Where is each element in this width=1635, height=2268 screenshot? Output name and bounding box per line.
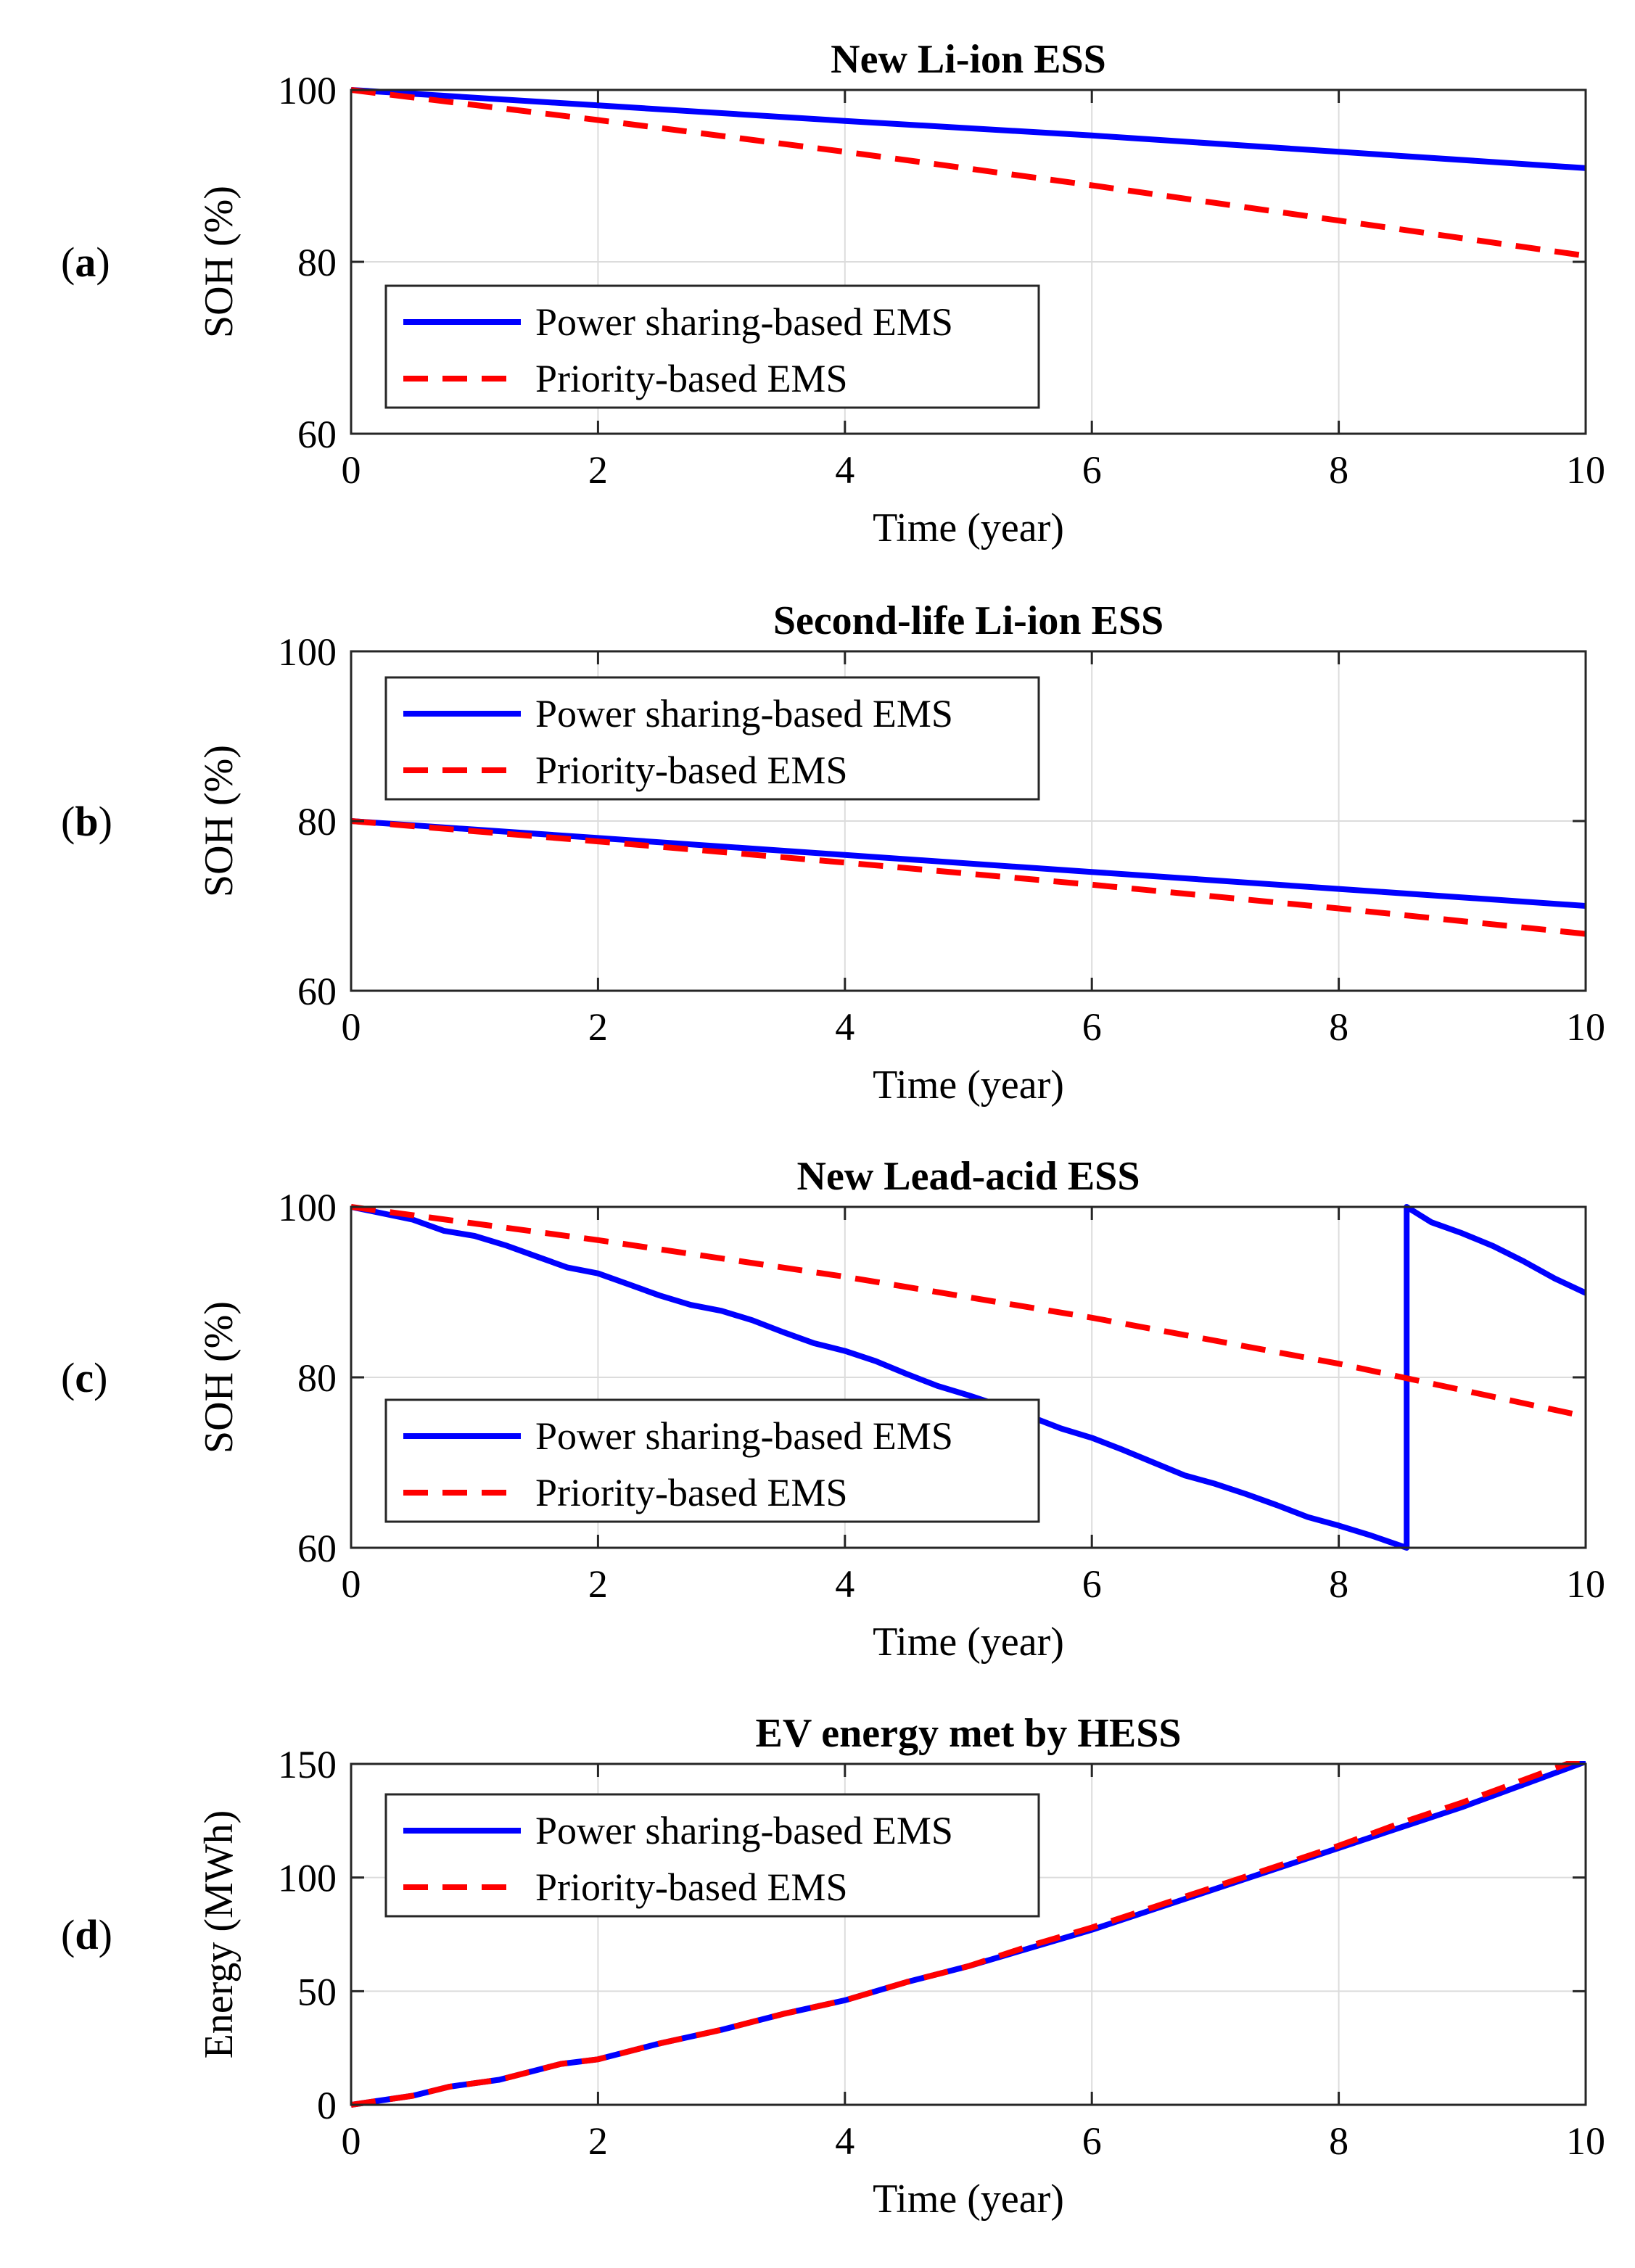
x-tick-label: 4 <box>835 448 854 492</box>
y-tick-label: 150 <box>278 1743 337 1786</box>
x-tick-label: 8 <box>1329 2119 1348 2163</box>
panel-letter: (d) <box>61 1911 112 1958</box>
legend-entry: Power sharing-based EMS <box>535 1414 953 1458</box>
x-tick-label: 8 <box>1329 448 1348 492</box>
x-tick-label: 4 <box>835 1562 854 1606</box>
legend: Power sharing-based EMS Priority-based EM… <box>384 1793 1040 1918</box>
legend-entry: Priority-based EMS <box>535 1865 847 1909</box>
chart-panel-b: 0 2 4 6 8 10 60 80 100 Second-life Li-ion ESS Time… <box>61 598 1605 1108</box>
legend-entry: Priority-based EMS <box>535 357 847 400</box>
x-tick-label: 10 <box>1566 1562 1605 1606</box>
x-tick-label: 8 <box>1329 1562 1348 1606</box>
x-tick-label: 6 <box>1082 1562 1102 1606</box>
series-line-priority <box>351 1204 1586 1419</box>
x-tick-label: 4 <box>835 1005 854 1049</box>
y-tick-label: 50 <box>297 1970 337 2013</box>
series-line-priority <box>351 87 1586 259</box>
panel-letter: (c) <box>61 1354 107 1401</box>
legend-entry: Power sharing-based EMS <box>535 300 953 344</box>
y-tick-label: 80 <box>297 1356 337 1400</box>
x-tick-label: 6 <box>1082 2119 1102 2163</box>
legend-entry: Power sharing-based EMS <box>535 1809 953 1852</box>
legend-box <box>384 284 1040 409</box>
x-tick-label: 10 <box>1566 2119 1605 2163</box>
y-tick-label: 80 <box>297 241 337 284</box>
x-tick-label: 2 <box>588 2119 608 2163</box>
x-tick-label: 6 <box>1082 1005 1102 1049</box>
series-line-power-sharing <box>351 818 1586 909</box>
legend-entry: Power sharing-based EMS <box>535 692 953 735</box>
x-tick-label: 2 <box>588 1005 608 1049</box>
x-tick-label: 4 <box>835 2119 854 2163</box>
x-tick-label: 0 <box>342 1562 361 1606</box>
x-axis-label: Time (year) <box>873 1620 1064 1665</box>
x-axis-label: Time (year) <box>873 1063 1064 1108</box>
y-axis-label: SOH (%) <box>197 1301 242 1453</box>
x-axis-label: Time (year) <box>873 506 1064 550</box>
x-tick-label: 2 <box>588 1562 608 1606</box>
legend: Power sharing-based EMS Priority-based EM… <box>384 284 1040 409</box>
x-tick-label: 2 <box>588 448 608 492</box>
x-tick-label: 0 <box>342 2119 361 2163</box>
chart-title: New Li-ion ESS <box>831 37 1106 82</box>
legend-box <box>384 1793 1040 1918</box>
panel-letter: (a) <box>61 239 110 286</box>
chart-panel-c: 0 2 4 6 8 10 60 80 100 New Lead-acid ESS Time (yea… <box>61 1154 1605 1665</box>
chart-panel-a: 0 2 4 6 8 10 60 80 100 New Li-ion ESS Time (year) S… <box>61 37 1605 550</box>
y-tick-label: 100 <box>278 1186 337 1229</box>
y-axis-label: SOH (%) <box>197 186 242 338</box>
x-tick-label: 0 <box>342 448 361 492</box>
y-tick-label: 60 <box>297 413 337 456</box>
y-tick-label: 100 <box>278 630 337 674</box>
y-tick-label: 60 <box>297 1527 337 1570</box>
legend-box <box>384 676 1040 801</box>
series-line-priority <box>351 818 1586 937</box>
legend-entry: Priority-based EMS <box>535 1471 847 1514</box>
legend: Power sharing-based EMS Priority-based EM… <box>384 676 1040 801</box>
y-axis-label: Energy (MWh) <box>197 1810 242 2059</box>
legend-box <box>384 1398 1040 1523</box>
y-axis-label: SOH (%) <box>197 745 242 897</box>
series-line-power-sharing <box>351 87 1586 171</box>
chart-title: New Lead-acid ESS <box>797 1154 1140 1199</box>
legend-entry: Priority-based EMS <box>535 749 847 792</box>
panel-letter: (b) <box>61 798 112 845</box>
y-tick-label: 100 <box>278 1857 337 1900</box>
y-tick-label: 80 <box>297 800 337 844</box>
y-tick-label: 0 <box>317 2084 337 2127</box>
x-tick-label: 8 <box>1329 1005 1348 1049</box>
x-axis-label: Time (year) <box>873 2177 1064 2222</box>
x-tick-label: 6 <box>1082 448 1102 492</box>
y-tick-label: 60 <box>297 970 337 1013</box>
x-tick-label: 10 <box>1566 448 1605 492</box>
chart-title: Second-life Li-ion ESS <box>773 598 1164 643</box>
series-line-priority <box>351 1761 1583 2108</box>
y-tick-label: 100 <box>278 69 337 112</box>
chart-title: EV energy met by HESS <box>756 1711 1182 1756</box>
x-tick-label: 0 <box>342 1005 361 1049</box>
legend: Power sharing-based EMS Priority-based EM… <box>384 1398 1040 1523</box>
x-tick-label: 10 <box>1566 1005 1605 1049</box>
axes-box <box>350 1762 1587 2106</box>
